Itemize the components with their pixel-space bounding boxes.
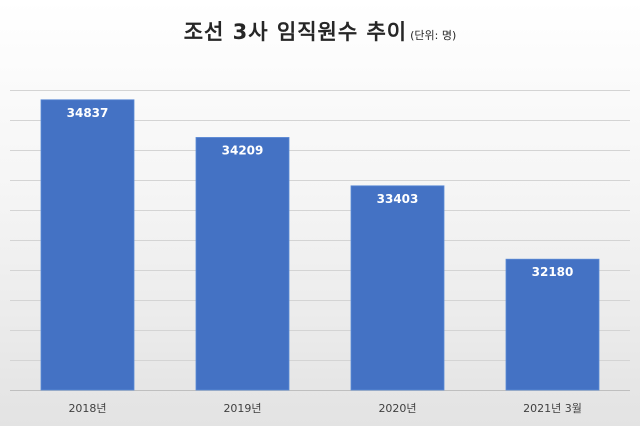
bar-1 [40,99,135,391]
chart-title-row: 조선 3사 임직원수 추이 (단위: 명) [0,16,640,46]
bar-3 [350,185,445,391]
data-label: 34837 [67,106,109,120]
chart-title: 조선 3사 임직원수 추이 [183,20,408,44]
x-tick-label: 2021년 3월 [523,402,582,415]
bar-2 [195,137,290,391]
data-label: 32180 [532,265,574,279]
x-tick-label: 2020년 [378,402,416,415]
data-label: 34209 [222,143,264,157]
x-tick-label: 2019년 [223,402,261,415]
x-tick-label: 2018년 [68,402,106,415]
data-label: 33403 [377,192,419,206]
bar-4 [505,258,600,391]
unit-note: (단위: 명) [410,29,457,42]
